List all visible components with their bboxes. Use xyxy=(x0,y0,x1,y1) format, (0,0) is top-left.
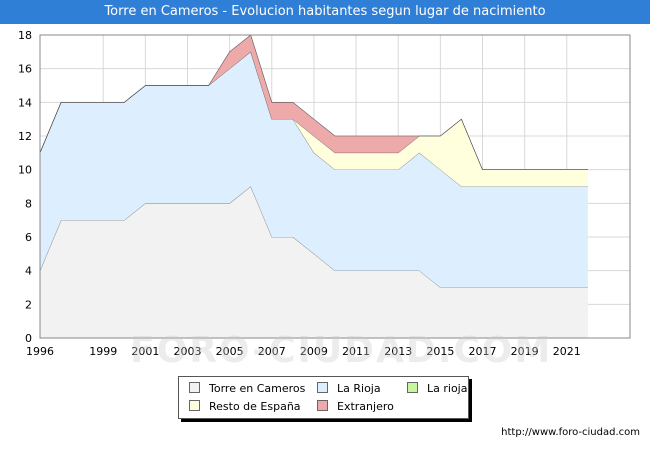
legend-item-la-rioja-lower: La rioja xyxy=(407,382,467,396)
x-tick-label: 2009 xyxy=(300,345,328,358)
y-tick-label: 8 xyxy=(25,197,32,210)
x-tick-label: 2001 xyxy=(131,345,159,358)
x-tick-label: 2007 xyxy=(258,345,286,358)
area-series-0 xyxy=(40,186,588,338)
legend-label: La Rioja xyxy=(337,382,381,395)
area-series-1 xyxy=(40,51,588,288)
stacked-areas xyxy=(39,34,588,338)
legend-item-la-rioja: La Rioja xyxy=(317,382,381,396)
legend-label: La rioja xyxy=(427,382,468,395)
y-tick-label: 2 xyxy=(25,298,32,311)
legend-item-torre: Torre en Cameros xyxy=(189,382,305,396)
legend-label: Resto de España xyxy=(209,400,301,413)
x-tick-label: 2017 xyxy=(469,345,497,358)
legend-swatch xyxy=(189,382,200,393)
source-url: http://www.foro-ciudad.com xyxy=(501,427,640,438)
legend-label: Extranjero xyxy=(337,400,394,413)
y-tick-label: 18 xyxy=(18,29,32,42)
legend-swatch xyxy=(189,400,200,411)
legend-swatch xyxy=(317,400,328,411)
axes: 0 2 4 6 8 10 12 14 16 18 1996 1999 2001 2003 2005 2007 2… xyxy=(18,29,631,358)
y-tick-label: 14 xyxy=(18,96,32,109)
y-tick-label: 0 xyxy=(25,332,32,345)
y-tick-label: 6 xyxy=(25,231,32,244)
background-watermark: FORO-CIUDAD.COM xyxy=(130,330,553,371)
x-tick-label: 2011 xyxy=(342,345,370,358)
legend-swatch xyxy=(317,382,328,393)
legend-item-extranjero: Extranjero xyxy=(317,400,394,414)
plot-frame xyxy=(39,34,631,339)
x-tick-label: 2005 xyxy=(216,345,244,358)
x-tick-label: 2015 xyxy=(426,345,454,358)
y-tick-label: 16 xyxy=(18,63,32,76)
legend-label: Torre en Cameros xyxy=(209,382,306,395)
area-series-3 xyxy=(40,51,588,187)
x-tick-label: 2013 xyxy=(384,345,412,358)
legend-swatch xyxy=(407,382,418,393)
x-tick-label: 2019 xyxy=(511,345,539,358)
x-tick-label: 2003 xyxy=(174,345,202,358)
legend-item-resto-espana: Resto de España xyxy=(189,400,301,414)
y-tick-label: 12 xyxy=(18,130,32,143)
y-tick-label: 10 xyxy=(18,164,32,177)
x-tick-label: 1999 xyxy=(89,345,117,358)
y-tick-label: 4 xyxy=(25,265,32,278)
area-outline-series-4 xyxy=(39,34,588,170)
chart-title: Torre en Cameros - Evolucion habitantes … xyxy=(0,0,650,24)
x-tick-label: 2021 xyxy=(553,345,581,358)
x-tick-label: 1996 xyxy=(26,345,54,358)
legend: Torre en Cameros La Rioja La rioja Resto… xyxy=(178,376,469,419)
